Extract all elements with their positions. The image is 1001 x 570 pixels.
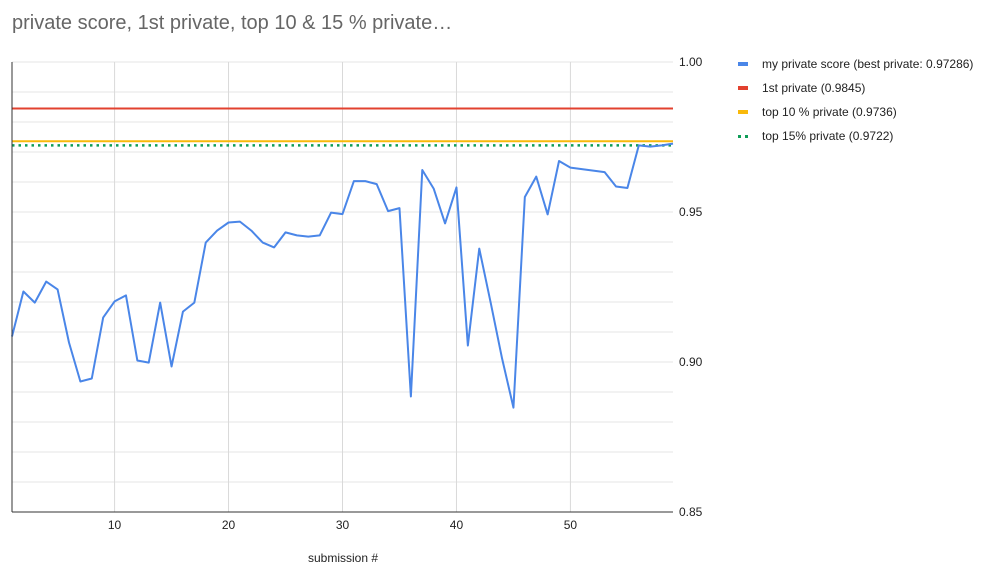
chart-title: private score, 1st private, top 10 & 15 …	[12, 12, 453, 34]
legend-item-1st-private: 1st private (0.9845)	[738, 76, 973, 100]
legend-item-my-private-score: my private score (best private: 0.97286)	[738, 52, 973, 76]
x-tick-label: 50	[564, 518, 578, 532]
x-axis-title: submission #	[308, 551, 378, 565]
x-tick-label: 30	[336, 518, 350, 532]
legend-item-top-10-private: top 10 % private (0.9736)	[738, 100, 973, 124]
y-tick-label: 0.90	[679, 355, 703, 369]
legend-label: top 10 % private (0.9736)	[762, 105, 897, 119]
reference-lines	[12, 107, 673, 147]
y-axis-ticks: 0.85 0.90 0.95 1.00	[679, 55, 703, 519]
series-line-0	[11, 142, 674, 409]
axes	[11, 62, 673, 513]
x-tick-label: 40	[450, 518, 464, 532]
legend-label: top 15% private (0.9722)	[762, 129, 894, 143]
gridlines	[12, 61, 673, 512]
x-axis-ticks: 10 20 30 40 50	[108, 518, 578, 532]
y-tick-label: 0.85	[679, 505, 703, 519]
legend-label: 1st private (0.9845)	[762, 81, 866, 95]
legend-swatch	[738, 134, 748, 138]
legend-swatch	[738, 62, 748, 66]
x-tick-label: 10	[108, 518, 122, 532]
legend-swatch	[738, 86, 748, 90]
x-tick-label: 20	[222, 518, 236, 532]
y-tick-label: 0.95	[679, 205, 703, 219]
legend-swatch	[738, 110, 748, 114]
legend: my private score (best private: 0.97286)…	[738, 52, 973, 148]
legend-item-top-15-private: top 15% private (0.9722)	[738, 124, 973, 148]
legend-label: my private score (best private: 0.97286)	[762, 57, 974, 71]
series-lines	[11, 142, 674, 409]
y-tick-label: 1.00	[679, 55, 703, 69]
